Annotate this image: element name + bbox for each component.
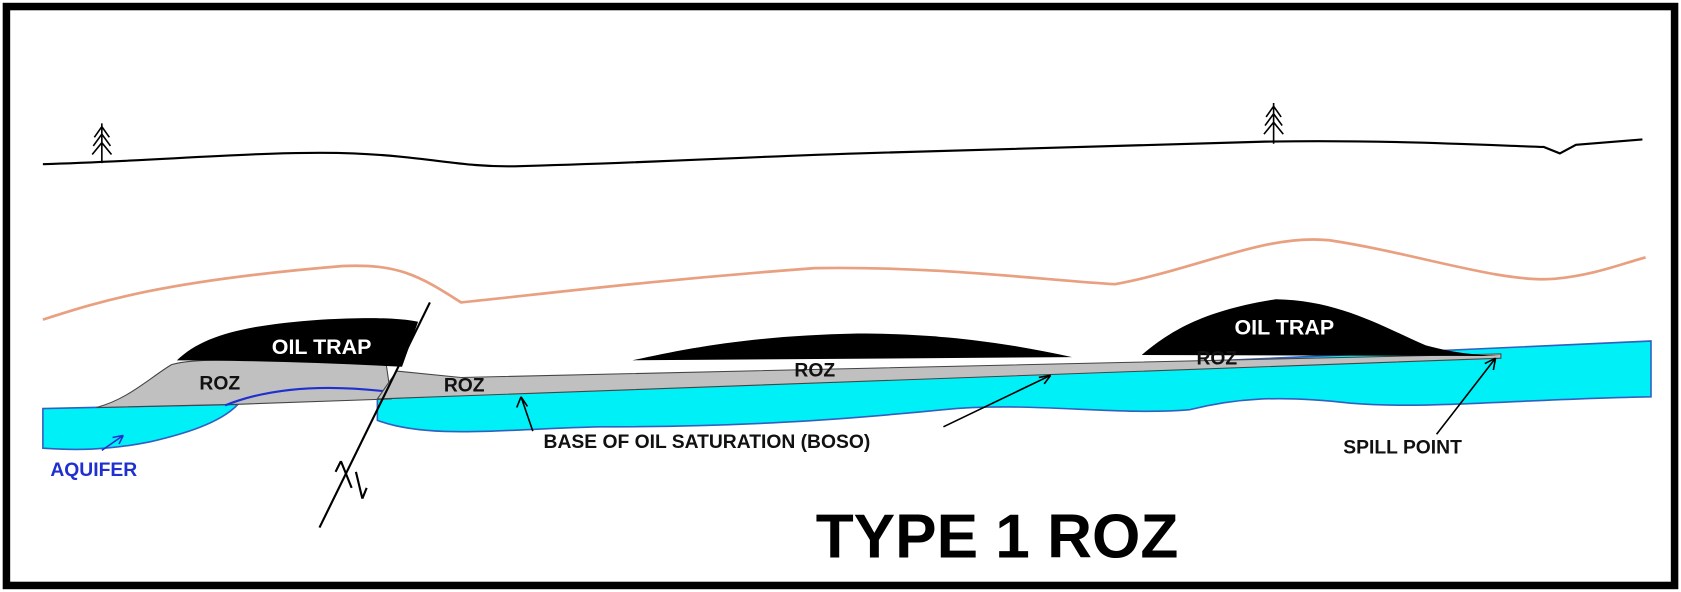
fault-arrows bbox=[334, 460, 368, 500]
aquifer-arrow bbox=[101, 434, 125, 452]
oil-trap-label: OIL TRAP bbox=[1235, 316, 1335, 340]
oil-mound bbox=[632, 333, 1073, 361]
tree bbox=[91, 103, 1284, 164]
oil-trap-label: OIL TRAP bbox=[272, 335, 372, 359]
fault bbox=[318, 301, 431, 529]
spill-point-label: SPILL POINT bbox=[1343, 438, 1462, 459]
roz-label: ROZ bbox=[794, 360, 835, 381]
aquifer-label: AQUIFER bbox=[50, 460, 137, 481]
oil-trap-left bbox=[176, 318, 419, 367]
roz-label: ROZ bbox=[444, 375, 485, 396]
boso-left bbox=[224, 386, 387, 407]
title: TYPE 1 ROZ bbox=[816, 503, 1179, 572]
roz-label: ROZ bbox=[199, 373, 240, 394]
surface bbox=[42, 138, 1643, 168]
oil-trap-right bbox=[1141, 299, 1501, 357]
aquifer-left bbox=[42, 403, 240, 451]
horizon bbox=[42, 238, 1646, 321]
leader-arrow bbox=[515, 357, 1497, 435]
roz-label: ROZ bbox=[1196, 349, 1237, 370]
boso-label: BASE OF OIL SATURATION (BOSO) bbox=[544, 432, 871, 453]
